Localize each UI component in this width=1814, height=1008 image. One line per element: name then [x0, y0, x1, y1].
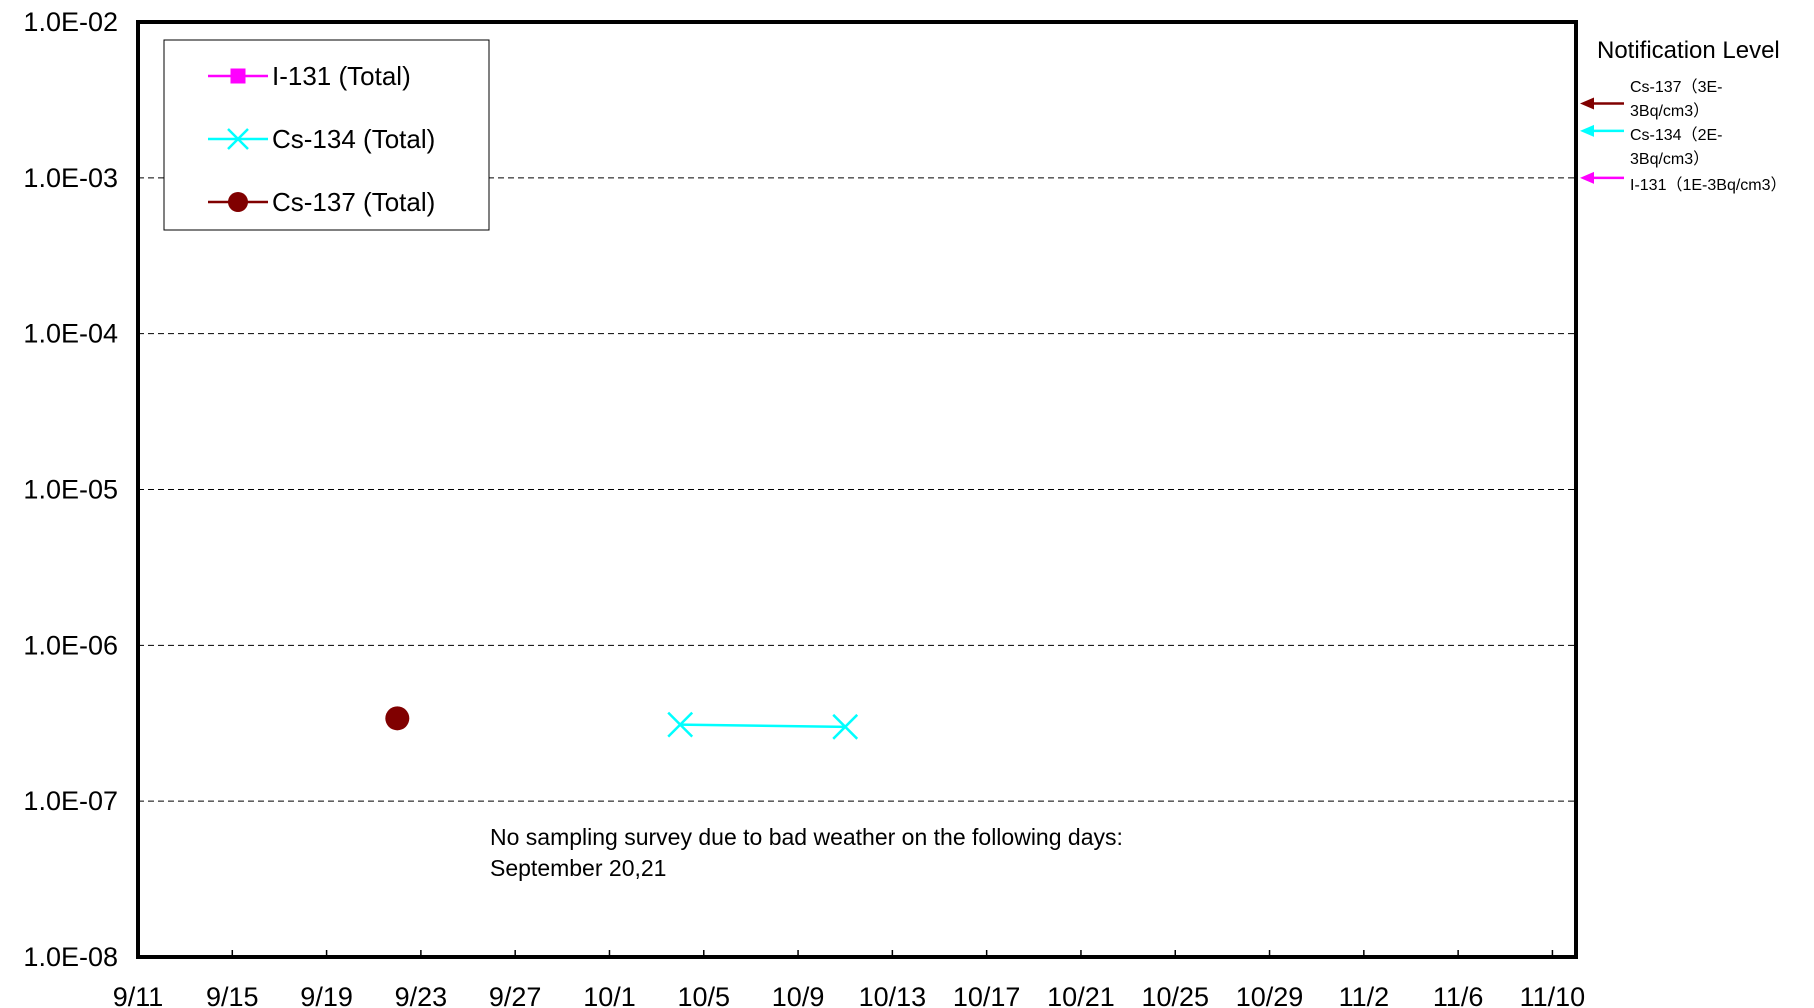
notification-label: I-131（1E-3Bq/cm3） [1630, 176, 1787, 194]
annotation-line-2: September 20,21 [490, 855, 666, 881]
x-tick-label: 10/1 [583, 982, 636, 1008]
x-tick-label: 9/23 [395, 982, 448, 1008]
x-marker [227, 128, 249, 150]
y-tick-label: 1.0E-05 [23, 475, 118, 505]
legend: I-131 (Total) Cs-134 (Total) Cs-137 (Total… [163, 39, 490, 231]
legend-box [163, 39, 490, 231]
legend-label: I-131 (Total) [272, 61, 411, 91]
arrow-icon [1580, 97, 1594, 110]
arrow-icon [1580, 124, 1594, 137]
legend-entry: I-131 (Total) [208, 61, 411, 91]
x-tick-label: 9/19 [300, 982, 353, 1008]
y-tick-label: 1.0E-08 [23, 942, 118, 972]
grid-lines [138, 177, 1576, 802]
x-tick-label: 9/27 [489, 982, 542, 1008]
circle-marker [385, 706, 410, 731]
series-marks [385, 706, 859, 740]
notification-marker: Cs-137（3E- 3Bq/cm3） [1580, 78, 1722, 120]
series-cs-134 [667, 711, 859, 740]
notification-label: Cs-137（3E- [1630, 78, 1722, 96]
notification-levels: Notification Level Cs-137（3E-3Bq/cm3）Cs-… [1580, 37, 1787, 194]
y-tick-label: 1.0E-04 [23, 319, 118, 349]
x-tick-label: 11/2 [1339, 982, 1390, 1008]
legend-entry: Cs-137 (Total) [208, 187, 435, 217]
arrow-icon [1580, 171, 1594, 184]
notification-marker: Cs-134（2E- 3Bq/cm3） [1580, 124, 1722, 168]
y-axis-ticks: 1.0E-02 1.0E-03 1.0E-04 1.0E-05 1.0E-06 1.0E-… [23, 7, 118, 972]
x-tick-label: 11/6 [1433, 982, 1484, 1008]
x-tick-label: 10/9 [772, 982, 825, 1008]
annotation-note: No sampling survey due to bad weather on… [490, 824, 1123, 881]
square-marker [230, 68, 246, 84]
y-tick-label: 1.0E-03 [23, 163, 118, 193]
x-tick-label: 10/17 [953, 982, 1021, 1008]
y-tick-label: 1.0E-02 [23, 7, 118, 37]
x-marker [832, 713, 859, 740]
x-tick-label: 10/25 [1141, 982, 1209, 1008]
notification-marker: I-131（1E-3Bq/cm3） [1580, 171, 1787, 194]
x-tick-label: 10/21 [1047, 982, 1115, 1008]
x-tick-label: 10/5 [677, 982, 730, 1008]
legend-label: Cs-134 (Total) [272, 124, 435, 154]
circle-marker [228, 192, 248, 212]
x-tick-label: 10/13 [859, 982, 927, 1008]
notification-title: Notification Level [1597, 37, 1780, 64]
y-tick-label: 1.0E-07 [23, 786, 118, 816]
series-line [680, 723, 846, 729]
x-tick-label: 11/10 [1520, 982, 1586, 1008]
x-tick-label: 9/11 [113, 982, 164, 1008]
x-tick-label: 10/29 [1236, 982, 1304, 1008]
y-tick-label: 1.0E-06 [23, 630, 118, 660]
x-tick-label: 9/15 [206, 982, 259, 1008]
legend-entry: Cs-134 (Total) [208, 124, 435, 154]
plot-frame [136, 20, 1578, 959]
notification-label: 3Bq/cm3） [1630, 102, 1709, 120]
series-cs-137 [385, 706, 410, 731]
annotation-line-1: No sampling survey due to bad weather on… [490, 824, 1123, 850]
notification-label: 3Bq/cm3） [1630, 150, 1709, 168]
axes [136, 20, 1578, 959]
x-axis-ticks: 9/11 9/15 9/19 9/23 9/27 10/1 10/5 10/9 10/13 10/… [113, 950, 1585, 1008]
notification-label: Cs-134（2E- [1630, 126, 1722, 144]
x-marker [667, 711, 694, 738]
legend-label: Cs-137 (Total) [272, 187, 435, 217]
